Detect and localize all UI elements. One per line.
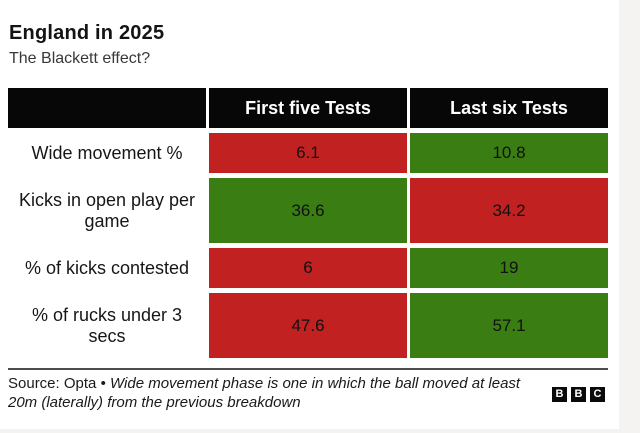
value-cell: 6	[209, 248, 407, 288]
value-cell: 10.8	[410, 133, 608, 173]
bbc-logo-block-b2: B	[571, 387, 586, 402]
footer-divider	[8, 368, 608, 370]
table-row-kicks-open-play: Kicks in open play per game 36.6 34.2	[8, 178, 608, 243]
source-prefix: Source: Opta	[8, 375, 97, 392]
stats-table: First five Tests Last six Tests Wide mov…	[5, 83, 611, 363]
infographic-canvas: England in 2025 The Blackett effect? Fir…	[0, 0, 619, 429]
column-header-last-six-tests: Last six Tests	[410, 88, 608, 128]
value-cell: 57.1	[410, 293, 608, 358]
bullet-separator: •	[100, 375, 106, 392]
row-label: Wide movement %	[8, 133, 206, 173]
bbc-logo: B B C	[552, 387, 605, 402]
page-subtitle: The Blackett effect?	[9, 50, 151, 67]
source-note: Source: Opta • Wide movement phase is on…	[8, 374, 548, 412]
value-cell: 19	[410, 248, 608, 288]
value-cell: 36.6	[209, 178, 407, 243]
source-footnote: Wide movement phase is one in which the …	[8, 375, 521, 411]
row-label: Kicks in open play per game	[8, 178, 206, 243]
table-row-rucks-under-3-secs: % of rucks under 3 secs 47.6 57.1	[8, 293, 608, 358]
value-cell: 6.1	[209, 133, 407, 173]
table-row-kicks-contested: % of kicks contested 6 19	[8, 248, 608, 288]
header-row: First five Tests Last six Tests	[8, 88, 608, 128]
value-cell: 47.6	[209, 293, 407, 358]
value-cell: 34.2	[410, 178, 608, 243]
row-label: % of rucks under 3 secs	[8, 293, 206, 358]
column-header-first-five-tests: First five Tests	[209, 88, 407, 128]
row-label: % of kicks contested	[8, 248, 206, 288]
table-row-wide-movement: Wide movement % 6.1 10.8	[8, 133, 608, 173]
bbc-logo-block-c: C	[590, 387, 605, 402]
bbc-logo-block-b1: B	[552, 387, 567, 402]
page-title: England in 2025	[9, 22, 165, 44]
corner-cell	[8, 88, 206, 128]
